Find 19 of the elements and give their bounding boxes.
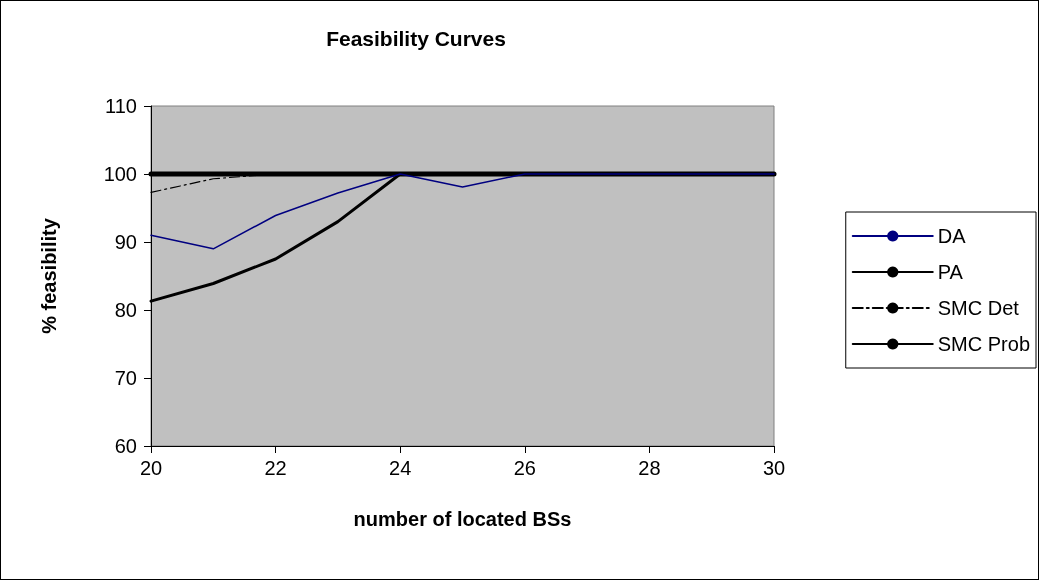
x-tick-label: 20 (139, 457, 163, 479)
y-tick-label: 80 (114, 299, 137, 321)
y-tick-label: 90 (114, 231, 137, 253)
legend-label: DA (937, 225, 967, 247)
y-tick-label: 110 (105, 95, 137, 117)
y-tick-label: 60 (114, 435, 137, 457)
x-tick-label: 22 (264, 457, 287, 479)
x-tick-label: 24 (389, 457, 412, 479)
x-tick-label: 30 (762, 457, 786, 479)
legend-label: PA (937, 261, 964, 283)
y-axis-title: % feasibility (38, 217, 60, 334)
legend-label: SMC Prob (937, 333, 1030, 355)
x-axis-title: number of located BSs (353, 508, 572, 530)
x-tick-label: 28 (638, 457, 661, 479)
x-tick-label: 26 (513, 457, 536, 479)
chart-title: Feasibility Curves (326, 27, 506, 50)
y-tick-label: 100 (103, 163, 137, 185)
y-tick-label: 70 (114, 367, 137, 389)
legend-label: SMC Det (937, 297, 1020, 319)
